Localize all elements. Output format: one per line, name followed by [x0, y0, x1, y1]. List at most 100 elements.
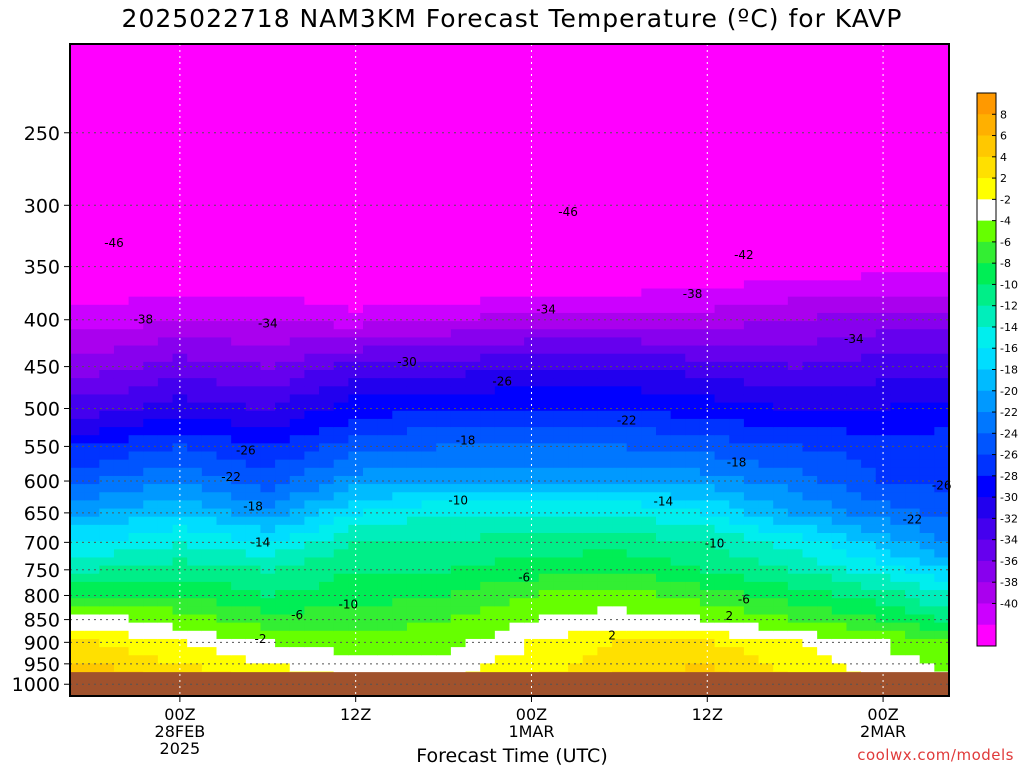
temperature-cell	[201, 378, 218, 387]
temperature-cell	[787, 44, 804, 53]
temperature-cell	[494, 272, 511, 281]
temperature-cell	[670, 606, 686, 616]
temperature-cell	[729, 492, 745, 501]
temperature-cell	[319, 361, 335, 371]
temperature-cell	[128, 467, 144, 477]
contour-label: -18	[727, 456, 747, 470]
temperature-cell	[494, 427, 511, 436]
temperature-cell	[70, 207, 86, 216]
temperature-cell	[348, 182, 364, 192]
temperature-cell	[817, 573, 833, 583]
temperature-cell	[861, 92, 877, 102]
temperature-cell	[743, 598, 760, 607]
temperature-cell	[538, 272, 555, 281]
temperature-cell	[714, 190, 730, 200]
temperature-cell	[875, 549, 891, 559]
temperature-cell	[582, 370, 598, 379]
temperature-cell	[494, 598, 511, 607]
temperature-cell	[729, 386, 745, 396]
temperature-cell	[685, 182, 701, 192]
temperature-cell	[714, 565, 730, 575]
temperature-cell	[831, 630, 848, 640]
temperature-cell	[743, 329, 760, 338]
temperature-cell	[172, 312, 188, 322]
temperature-cell	[406, 508, 423, 518]
temperature-cell	[231, 443, 247, 453]
temperature-cell	[890, 500, 906, 510]
temperature-cell	[260, 60, 276, 70]
temperature-cell	[553, 345, 569, 355]
temperature-cell	[494, 109, 511, 118]
temperature-cell	[231, 60, 247, 70]
temperature-cell	[787, 598, 804, 607]
temperature-cell	[568, 533, 584, 542]
temperature-cell	[436, 264, 452, 273]
temperature-cell	[480, 565, 496, 575]
temperature-cell	[905, 60, 921, 70]
temperature-cell	[421, 435, 437, 444]
temperature-cell	[450, 329, 467, 338]
temperature-cell	[275, 573, 291, 583]
temperature-cell	[831, 598, 848, 607]
temperature-cell	[450, 475, 467, 485]
temperature-cell	[641, 133, 657, 143]
temperature-cell	[348, 638, 364, 648]
temperature-cell	[392, 272, 408, 281]
temperature-cell	[509, 655, 525, 664]
temperature-cell	[363, 353, 379, 363]
temperature-cell	[817, 125, 833, 135]
temperature-cell	[450, 573, 467, 583]
temperature-cell	[172, 630, 188, 640]
temperature-cell	[216, 337, 232, 347]
temperature-cell	[260, 68, 276, 78]
temperature-cell	[626, 353, 642, 363]
temperature-cell	[509, 345, 525, 355]
temperature-cell	[157, 337, 174, 347]
temperature-cell	[934, 215, 950, 224]
temperature-cell	[99, 117, 115, 127]
temperature-cell	[817, 272, 833, 281]
temperature-cell	[157, 500, 174, 510]
temperature-cell	[846, 508, 862, 518]
temperature-cell	[143, 345, 159, 355]
temperature-cell	[656, 459, 672, 469]
temperature-cell	[934, 109, 950, 118]
temperature-cell	[494, 44, 511, 53]
temperature-cell	[406, 264, 423, 273]
temperature-cell	[802, 182, 818, 192]
temperature-cell	[143, 264, 159, 273]
temperature-cell	[831, 76, 848, 86]
temperature-cell	[817, 614, 833, 624]
temperature-cell	[773, 312, 789, 322]
temperature-cell	[128, 581, 144, 591]
temperature-cell	[553, 549, 569, 559]
temperature-cell	[934, 255, 950, 265]
temperature-cell	[787, 508, 804, 518]
temperature-cell	[773, 386, 789, 396]
temperature-cell	[465, 475, 481, 485]
temperature-cell	[70, 84, 86, 94]
temperature-cell	[392, 663, 408, 673]
temperature-cell	[201, 321, 218, 330]
temperature-cell	[245, 321, 262, 330]
temperature-cell	[729, 655, 745, 664]
temperature-cell	[890, 370, 906, 379]
temperature-cell	[172, 451, 188, 461]
temperature-cell	[436, 459, 452, 469]
temperature-cell	[363, 92, 379, 102]
temperature-cell	[70, 247, 86, 257]
temperature-cell	[612, 492, 628, 501]
temperature-cell	[509, 467, 525, 477]
temperature-cell	[670, 655, 686, 664]
temperature-cell	[392, 101, 408, 110]
temperature-cell	[363, 272, 379, 281]
temperature-cell	[289, 109, 305, 118]
temperature-cell	[275, 614, 291, 624]
temperature-cell	[890, 647, 906, 656]
temperature-cell	[319, 109, 335, 118]
credit-link[interactable]: coolwx.com/models	[857, 746, 1014, 764]
temperature-cell	[656, 68, 672, 78]
temperature-cell	[641, 581, 657, 591]
temperature-cell	[333, 598, 349, 607]
contour-label: -6	[291, 608, 303, 622]
